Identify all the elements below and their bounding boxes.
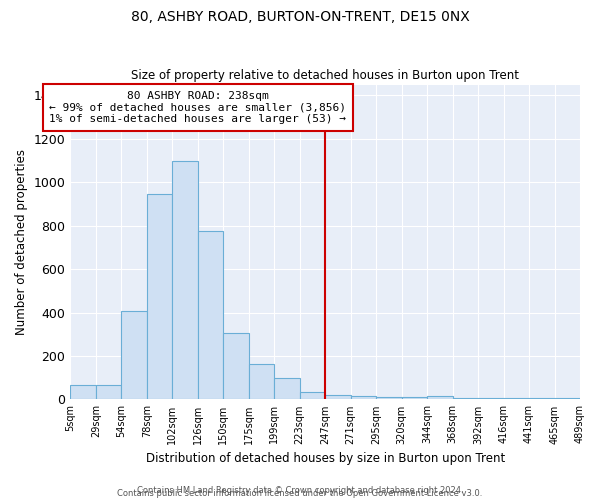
Bar: [325, 395, 350, 400]
Bar: [121, 312, 147, 400]
Bar: [376, 398, 401, 400]
Bar: [223, 333, 248, 400]
Bar: [529, 398, 554, 400]
Bar: [147, 194, 172, 400]
Text: 80, ASHBY ROAD, BURTON-ON-TRENT, DE15 0NX: 80, ASHBY ROAD, BURTON-ON-TRENT, DE15 0N…: [131, 10, 469, 24]
Text: Contains HM Land Registry data © Crown copyright and database right 2024.: Contains HM Land Registry data © Crown c…: [137, 486, 463, 495]
Bar: [503, 398, 529, 400]
Bar: [554, 398, 580, 400]
Bar: [350, 396, 376, 400]
Bar: [401, 398, 427, 400]
Title: Size of property relative to detached houses in Burton upon Trent: Size of property relative to detached ho…: [131, 69, 519, 82]
Text: 80 ASHBY ROAD: 238sqm
← 99% of detached houses are smaller (3,856)
1% of semi-de: 80 ASHBY ROAD: 238sqm ← 99% of detached …: [49, 91, 346, 124]
Bar: [452, 398, 478, 400]
Bar: [70, 386, 96, 400]
Text: Contains public sector information licensed under the Open Government Licence v3: Contains public sector information licen…: [118, 488, 482, 498]
Bar: [248, 364, 274, 400]
Bar: [96, 386, 121, 400]
Bar: [299, 392, 325, 400]
Bar: [198, 231, 223, 400]
Bar: [427, 396, 452, 400]
X-axis label: Distribution of detached houses by size in Burton upon Trent: Distribution of detached houses by size …: [146, 452, 505, 465]
Bar: [274, 378, 299, 400]
Bar: [172, 160, 198, 400]
Y-axis label: Number of detached properties: Number of detached properties: [15, 149, 28, 335]
Bar: [478, 398, 503, 400]
